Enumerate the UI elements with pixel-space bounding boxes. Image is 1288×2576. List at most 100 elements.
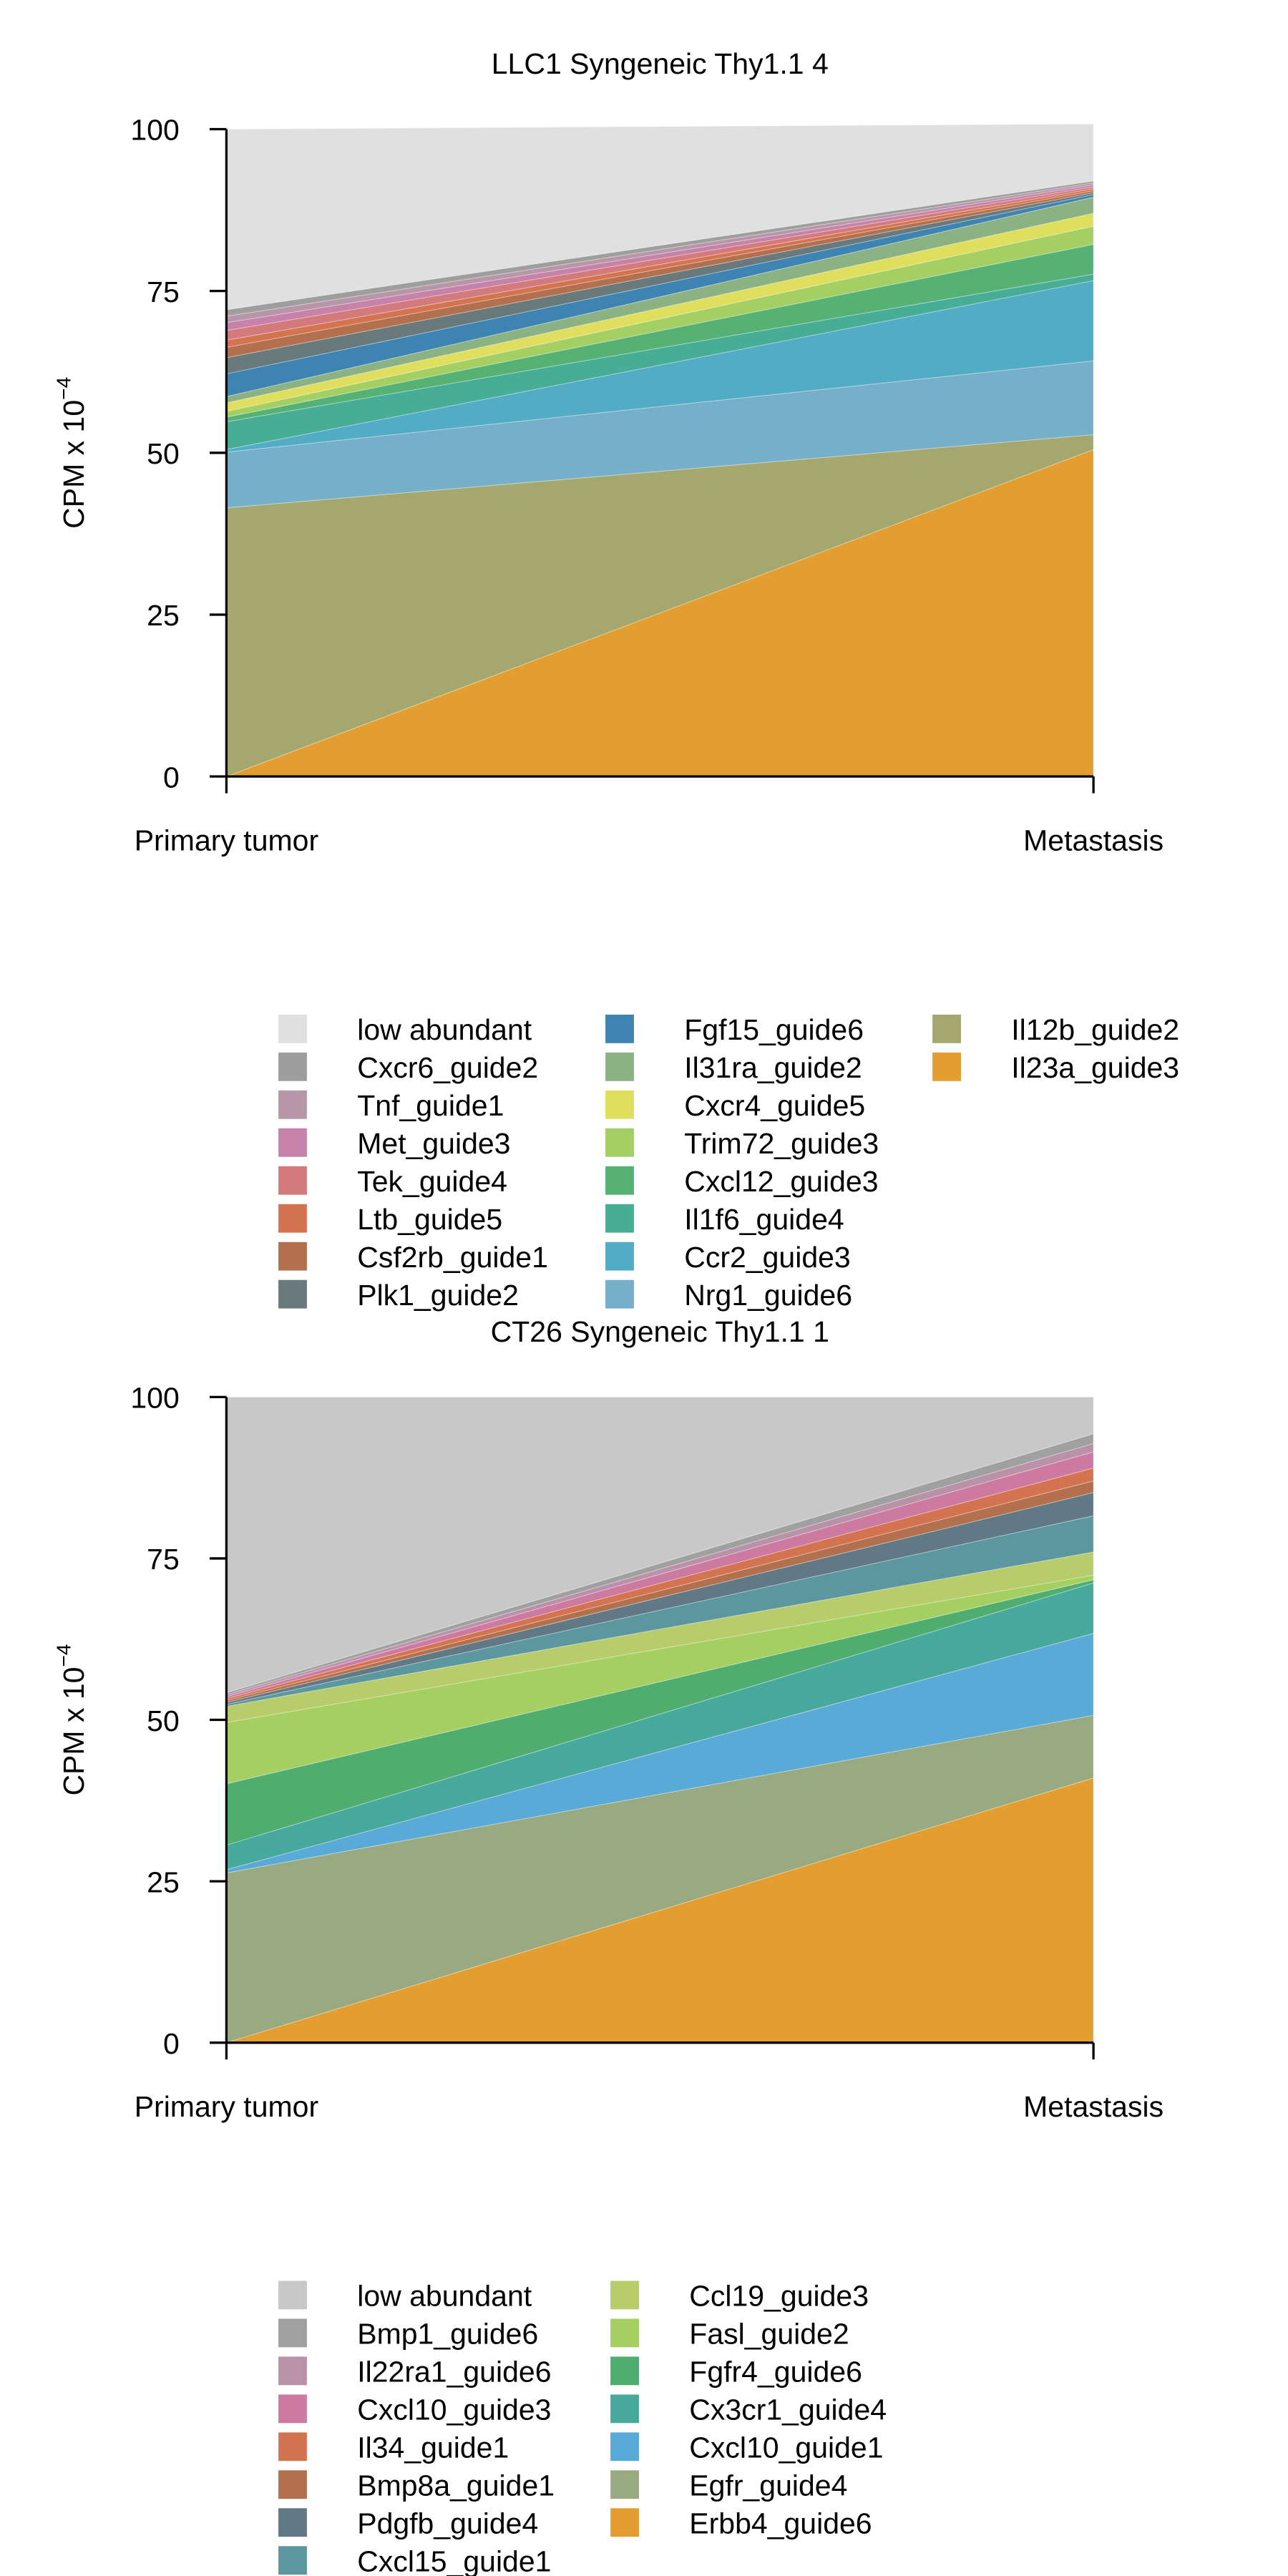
legend-swatch xyxy=(605,1241,634,1271)
legend-item: Egfr_guide4 xyxy=(610,2469,847,2502)
legend-label: Csf2rb_guide1 xyxy=(357,1241,548,1274)
legend-item: Bmp8a_guide1 xyxy=(278,2469,555,2502)
legend-item: Ccr2_guide3 xyxy=(605,1241,851,1274)
legend-item: Fasl_guide2 xyxy=(610,2318,849,2351)
y-axis-label-exponent: −4 xyxy=(52,377,74,400)
legend-item: Cxcl12_guide3 xyxy=(605,1165,879,1198)
legend-item: Il34_guide1 xyxy=(278,2431,509,2464)
legend-label: Cx3cr1_guide4 xyxy=(689,2394,887,2426)
x-tick-label: Primary tumor xyxy=(135,824,318,857)
legend-label: Egfr_guide4 xyxy=(689,2469,847,2502)
y-axis: 0 25 50 75 100 CPM x 10−4 xyxy=(52,1382,228,2060)
legend-item: Cxcl15_guide1 xyxy=(278,2545,551,2576)
legend-item: Ltb_guide5 xyxy=(278,1203,502,1236)
legend-swatch xyxy=(278,1090,307,1119)
area-layers xyxy=(225,123,1094,777)
legend-swatch xyxy=(278,2356,307,2386)
x-axis: Primary tumor Metastasis xyxy=(135,775,1163,857)
legend-label: Pdgfb_guide4 xyxy=(357,2507,538,2540)
legend-item: Cxcl10_guide1 xyxy=(610,2431,884,2464)
legend-label: Tek_guide4 xyxy=(357,1165,507,1198)
legend-item: Plk1_guide2 xyxy=(278,1279,519,1312)
legend-swatch xyxy=(610,2356,639,2386)
legend-swatch xyxy=(605,1052,634,1081)
legend-item: Cx3cr1_guide4 xyxy=(610,2394,887,2426)
legend-swatch xyxy=(278,1014,307,1043)
legend-item: Il31ra_guide2 xyxy=(605,1051,862,1084)
legend-swatch xyxy=(610,2432,639,2462)
legend-label: Plk1_guide2 xyxy=(357,1279,519,1312)
legend-swatch xyxy=(278,2318,307,2348)
x-tick-label: Primary tumor xyxy=(135,2090,318,2123)
legend-item: Fgfr4_guide6 xyxy=(610,2356,862,2389)
legend-swatch xyxy=(278,1166,307,1195)
legend-item: Pdgfb_guide4 xyxy=(278,2507,538,2540)
legend-item: Trim72_guide3 xyxy=(605,1127,879,1160)
legend-label: Fasl_guide2 xyxy=(689,2318,849,2351)
legend-swatch xyxy=(278,1204,307,1233)
legend-label: Trim72_guide3 xyxy=(684,1127,879,1160)
legend-item: Ccl19_guide3 xyxy=(610,2280,869,2313)
legend-item: Erbb4_guide6 xyxy=(610,2507,872,2540)
legend-item: Il12b_guide2 xyxy=(932,1013,1179,1046)
legend-label: Met_guide3 xyxy=(357,1127,510,1160)
legend-item: Il22ra1_guide6 xyxy=(278,2356,552,2389)
legend-swatch xyxy=(278,2470,307,2499)
chart-2: CT26 Syngeneic Thy1.1 1 0 25 50 75 100 CPM x 1… xyxy=(52,1315,1163,2576)
legend-label: Fgfr4_guide6 xyxy=(689,2356,862,2389)
legend-label: Cxcl12_guide3 xyxy=(684,1165,878,1198)
legend-label: Cxcr6_guide2 xyxy=(357,1051,538,1084)
legend-swatch xyxy=(610,2280,639,2310)
y-tick-label: 100 xyxy=(130,1382,179,1415)
legend-swatch xyxy=(610,2394,639,2424)
legend-swatch xyxy=(932,1052,961,1081)
legend-item: low abundant xyxy=(278,1013,532,1046)
legend-swatch xyxy=(278,1052,307,1081)
area-layers xyxy=(225,1396,1094,2044)
legend-swatch xyxy=(278,2546,307,2575)
y-tick-label: 25 xyxy=(147,599,180,632)
chart-title: LLC1 Syngeneic Thy1.1 4 xyxy=(492,47,829,80)
legend-item: Csf2rb_guide1 xyxy=(278,1241,548,1274)
y-tick-label: 50 xyxy=(147,437,180,470)
legend-label: Il34_guide1 xyxy=(357,2431,509,2464)
legend: low abundant Cxcr6_guide2 Tnf_guide1 Met_gu… xyxy=(278,1013,1179,1312)
legend-swatch xyxy=(278,2394,307,2424)
legend-item: Bmp1_guide6 xyxy=(278,2318,538,2351)
x-tick-label: Metastasis xyxy=(1023,824,1163,857)
y-axis-label: CPM x 10−4 xyxy=(52,377,90,529)
y-tick-label: 100 xyxy=(130,114,179,147)
y-axis-label-exponent: −4 xyxy=(52,1644,74,1667)
legend-swatch xyxy=(605,1014,634,1043)
legend-swatch xyxy=(278,2508,307,2537)
legend-swatch xyxy=(605,1204,634,1233)
legend-label: low abundant xyxy=(357,1013,532,1046)
legend-label: Tnf_guide1 xyxy=(357,1089,504,1122)
y-axis-label-base: CPM x 10 xyxy=(57,1667,90,1796)
y-tick-label: 75 xyxy=(147,1543,180,1576)
chart-1: LLC1 Syngeneic Thy1.1 4 0 25 50 75 100 CPM x 1… xyxy=(52,47,1179,1312)
legend-label: Fgf15_guide6 xyxy=(684,1013,864,1046)
legend-label: low abundant xyxy=(357,2280,532,2313)
legend-item: Tek_guide4 xyxy=(278,1165,507,1198)
legend-label: Il22ra1_guide6 xyxy=(357,2356,551,2389)
legend-label: Bmp1_guide6 xyxy=(357,2318,538,2351)
legend-swatch xyxy=(932,1014,961,1043)
legend-label: Cxcl15_guide1 xyxy=(357,2545,551,2576)
legend-label: Erbb4_guide6 xyxy=(689,2507,872,2540)
legend-swatch xyxy=(610,2470,639,2499)
legend-label: Cxcl10_guide1 xyxy=(689,2431,883,2464)
legend-swatch xyxy=(605,1090,634,1119)
legend-label: Ccl19_guide3 xyxy=(689,2280,869,2313)
legend-label: Cxcl10_guide3 xyxy=(357,2394,551,2426)
legend-item: Il1f6_guide4 xyxy=(605,1203,844,1236)
y-axis-label: CPM x 10−4 xyxy=(52,1644,90,1795)
legend-swatch xyxy=(605,1128,634,1157)
legend-item: Fgf15_guide6 xyxy=(605,1013,864,1046)
legend-swatch xyxy=(278,1279,307,1309)
y-tick-label: 50 xyxy=(147,1704,180,1737)
legend-swatch xyxy=(278,2432,307,2462)
legend-swatch xyxy=(278,1128,307,1157)
y-tick-label: 25 xyxy=(147,1865,180,1898)
legend-label: Ltb_guide5 xyxy=(357,1203,502,1236)
